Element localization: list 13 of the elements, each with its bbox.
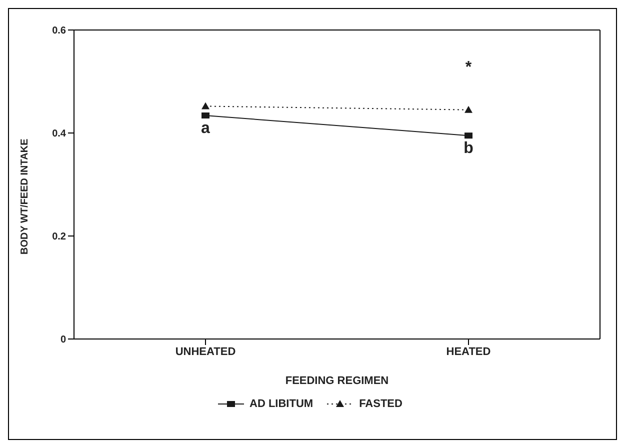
x-tick-label: HEATED [446,346,491,358]
annotation: * [465,58,472,76]
annotation: b [464,140,474,157]
legend-label: FASTED [359,398,402,410]
x-tick-label: UNHEATED [175,346,236,358]
y-tick-label: 0.2 [52,232,66,243]
y-tick-label: 0.6 [52,26,66,37]
annotation: a [201,120,210,137]
x-axis-title: FEEDING REGIMEN [285,375,389,387]
y-tick-label: 0 [60,334,66,346]
y-tick-label: 0.4 [52,128,66,140]
y-axis-title: BODY WT/FEED INTAKE [20,138,31,254]
legend-label: AD LIBITUM [250,398,314,410]
